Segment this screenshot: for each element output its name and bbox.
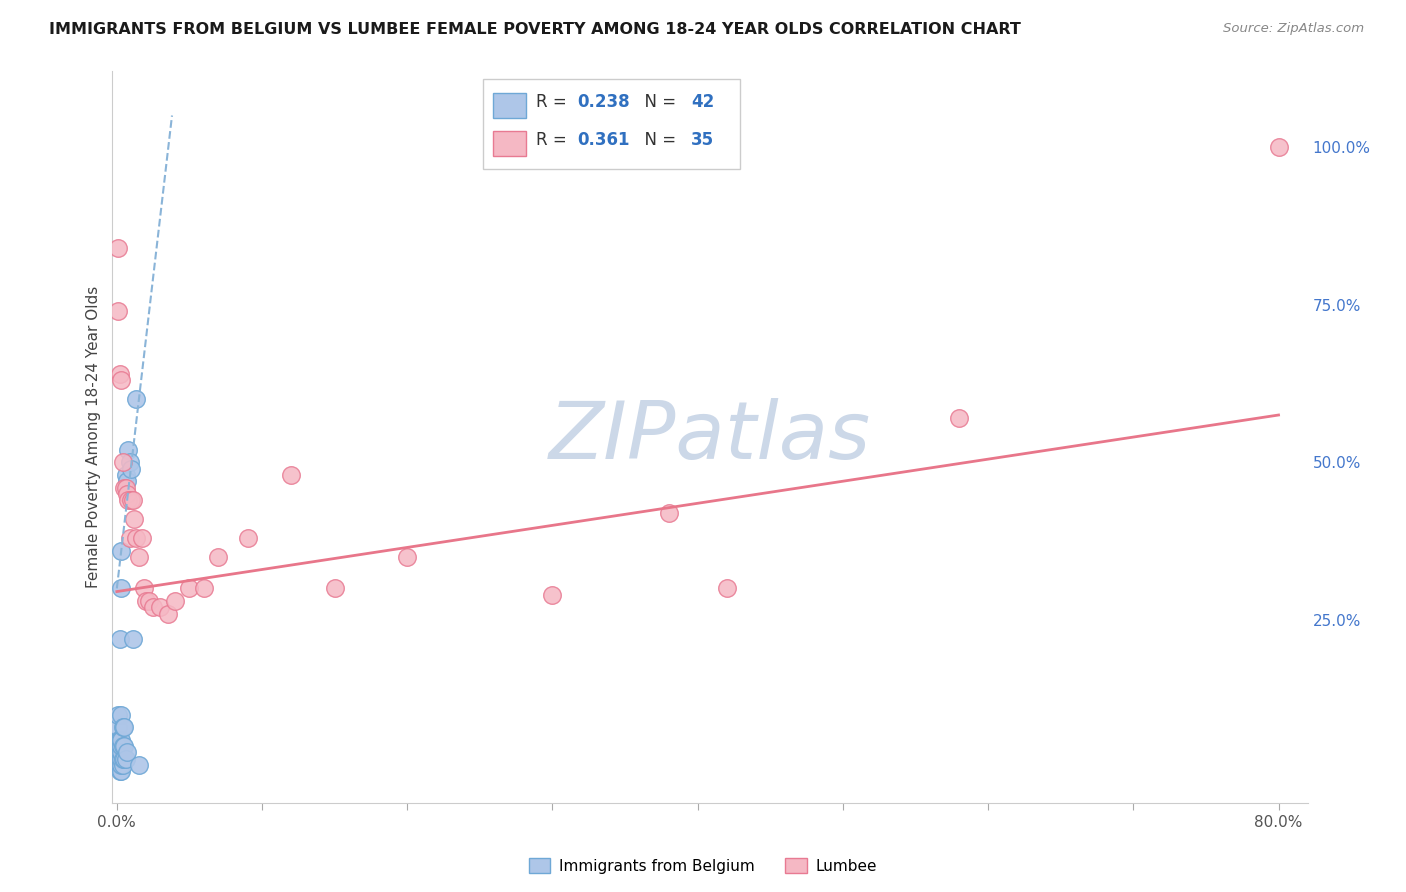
- Point: [120, 493, 142, 508]
- Point: [122, 512, 145, 526]
- Point: [128, 549, 150, 564]
- Point: [716, 582, 738, 596]
- Point: [110, 582, 132, 596]
- Point: [111, 752, 134, 766]
- Point: [110, 543, 132, 558]
- Point: [112, 739, 135, 753]
- Point: [110, 745, 132, 759]
- Point: [112, 752, 135, 766]
- Point: [115, 474, 138, 488]
- Point: [207, 549, 229, 564]
- Point: [142, 600, 165, 615]
- Text: IMMIGRANTS FROM BELGIUM VS LUMBEE FEMALE POVERTY AMONG 18-24 YEAR OLDS CORRELATI: IMMIGRANTS FROM BELGIUM VS LUMBEE FEMALE…: [49, 22, 1021, 37]
- Point: [108, 758, 131, 772]
- Point: [112, 720, 135, 734]
- Point: [118, 531, 141, 545]
- Text: R =: R =: [536, 93, 572, 112]
- Point: [193, 582, 215, 596]
- Point: [128, 758, 150, 772]
- Text: 35: 35: [690, 131, 714, 149]
- Point: [110, 764, 132, 779]
- Point: [131, 531, 153, 545]
- Point: [108, 745, 131, 759]
- Point: [110, 758, 132, 772]
- FancyBboxPatch shape: [484, 78, 740, 169]
- Point: [236, 531, 259, 545]
- Point: [107, 752, 129, 766]
- Point: [107, 739, 129, 753]
- Point: [108, 632, 131, 646]
- Point: [114, 481, 136, 495]
- Point: [108, 367, 131, 381]
- Point: [396, 549, 419, 564]
- Point: [658, 506, 681, 520]
- Point: [114, 752, 136, 766]
- Point: [108, 739, 131, 753]
- Text: ZIPatlas: ZIPatlas: [548, 398, 872, 476]
- Point: [112, 481, 135, 495]
- Point: [110, 739, 132, 753]
- FancyBboxPatch shape: [492, 131, 526, 156]
- Point: [125, 392, 148, 407]
- Point: [135, 594, 157, 608]
- Point: [107, 707, 129, 722]
- Point: [121, 632, 143, 646]
- Text: R =: R =: [536, 131, 572, 149]
- Point: [108, 732, 131, 747]
- Point: [108, 752, 131, 766]
- Point: [107, 745, 129, 759]
- Point: [118, 455, 141, 469]
- Point: [107, 304, 129, 318]
- Text: 0.238: 0.238: [578, 93, 630, 112]
- Point: [107, 720, 129, 734]
- Point: [1267, 140, 1289, 154]
- Point: [110, 373, 132, 387]
- Point: [111, 720, 134, 734]
- Point: [115, 745, 138, 759]
- Point: [149, 600, 172, 615]
- Point: [115, 487, 138, 501]
- Point: [541, 588, 564, 602]
- FancyBboxPatch shape: [492, 94, 526, 118]
- Point: [323, 582, 346, 596]
- Text: N =: N =: [634, 93, 681, 112]
- Point: [108, 732, 131, 747]
- Point: [110, 732, 132, 747]
- Point: [110, 707, 132, 722]
- Point: [120, 461, 142, 475]
- Point: [108, 758, 131, 772]
- Point: [948, 411, 970, 425]
- Point: [114, 467, 136, 482]
- Point: [110, 752, 132, 766]
- Text: 42: 42: [690, 93, 714, 112]
- Point: [156, 607, 179, 621]
- Text: N =: N =: [634, 131, 681, 149]
- Y-axis label: Female Poverty Among 18-24 Year Olds: Female Poverty Among 18-24 Year Olds: [86, 286, 101, 588]
- Point: [111, 739, 134, 753]
- Point: [280, 467, 302, 482]
- Point: [117, 493, 139, 508]
- Point: [163, 594, 186, 608]
- Point: [117, 442, 139, 457]
- Point: [107, 732, 129, 747]
- Point: [108, 764, 131, 779]
- Text: Source: ZipAtlas.com: Source: ZipAtlas.com: [1223, 22, 1364, 36]
- Point: [121, 493, 143, 508]
- Point: [107, 241, 129, 255]
- Point: [134, 582, 156, 596]
- Point: [111, 455, 134, 469]
- Point: [108, 745, 131, 759]
- Text: 0.361: 0.361: [578, 131, 630, 149]
- Point: [179, 582, 201, 596]
- Point: [111, 758, 134, 772]
- Point: [125, 531, 148, 545]
- Legend: Immigrants from Belgium, Lumbee: Immigrants from Belgium, Lumbee: [523, 852, 883, 880]
- Point: [138, 594, 160, 608]
